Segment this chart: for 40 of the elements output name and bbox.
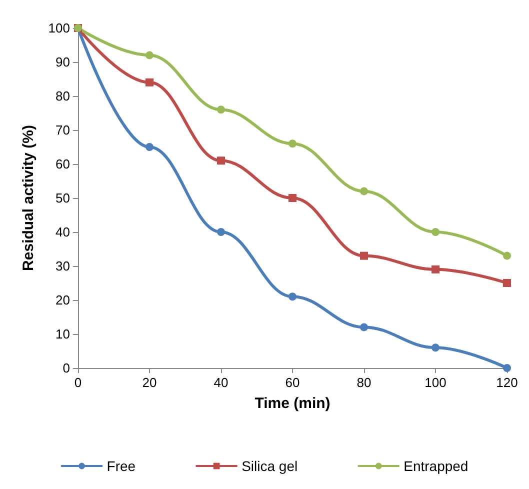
x-axis-title: Time (min) xyxy=(254,395,330,412)
point xyxy=(432,265,440,274)
point xyxy=(288,194,296,202)
y-tick-label: 40 xyxy=(56,224,70,240)
x-tick-label: 80 xyxy=(356,375,372,390)
x-tick-label: 100 xyxy=(424,375,446,390)
x-tick-label: 120 xyxy=(496,375,518,390)
y-tick-label: 60 xyxy=(56,156,70,172)
y-tick-label: 100 xyxy=(48,20,70,36)
point xyxy=(217,228,225,236)
point xyxy=(503,252,511,260)
point xyxy=(146,51,154,60)
point xyxy=(146,78,154,86)
legend-label: Free xyxy=(106,458,136,474)
legend-label: Silica gel xyxy=(242,458,298,474)
y-tick-label: 90 xyxy=(56,54,70,70)
x-tick-label: 60 xyxy=(285,375,300,390)
point xyxy=(503,279,511,287)
point xyxy=(360,187,368,196)
point xyxy=(432,228,440,236)
y-tick-label: 50 xyxy=(56,190,70,206)
point xyxy=(217,156,225,165)
y-axis-title: Residual activity (%) xyxy=(20,125,37,271)
x-tick-label: 40 xyxy=(214,375,228,390)
y-tick-label: 10 xyxy=(56,326,70,342)
point xyxy=(146,143,154,151)
point xyxy=(360,323,368,332)
point xyxy=(432,344,440,352)
x-tick-label: 0 xyxy=(74,375,82,390)
point xyxy=(217,106,225,114)
point xyxy=(288,292,296,301)
point xyxy=(360,252,368,260)
legend-label: Entrapped xyxy=(404,458,468,474)
y-tick-label: 20 xyxy=(56,292,70,308)
y-tick-label: 70 xyxy=(56,122,70,138)
y-tick-label: 30 xyxy=(56,258,70,274)
y-tick-label: 0 xyxy=(62,360,70,376)
point xyxy=(288,140,296,148)
x-tick-label: 20 xyxy=(142,375,157,390)
y-tick-label: 80 xyxy=(56,88,70,104)
